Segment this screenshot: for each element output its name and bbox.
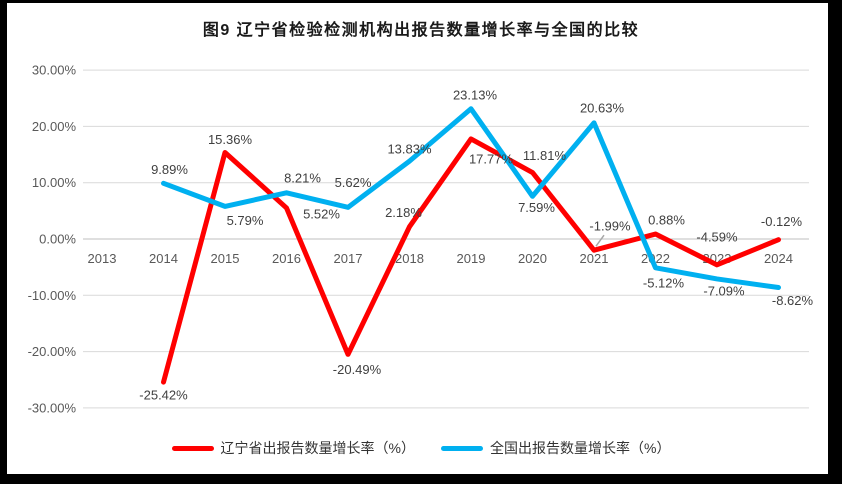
x-tick-label: 2013 xyxy=(88,251,117,266)
legend-item-liaoning: 辽宁省出报告数量增长率（%） xyxy=(171,438,415,458)
legend-item-national: 全国出报告数量增长率（%） xyxy=(441,438,670,458)
frame-border-bottom xyxy=(0,474,842,484)
y-tick-label: 10.00% xyxy=(32,175,77,190)
x-tick-label: 2015 xyxy=(211,251,240,266)
data-label-series-1: 13.83% xyxy=(387,142,432,157)
data-label-series-1: 23.13% xyxy=(453,87,498,102)
series-line-1 xyxy=(161,106,781,291)
data-label-series-0: 0.88% xyxy=(648,213,685,228)
x-tick-label: 2021 xyxy=(580,251,609,266)
x-tick-label: 2014 xyxy=(149,251,178,266)
x-tick-label: 2018 xyxy=(395,251,424,266)
x-tick-label: 2017 xyxy=(334,251,363,266)
legend: 辽宁省出报告数量增长率（%） 全国出报告数量增长率（%） xyxy=(0,438,842,458)
data-label-series-1: -7.09% xyxy=(703,283,745,298)
x-tick-label: 2016 xyxy=(272,251,301,266)
data-label-series-1: 20.63% xyxy=(580,100,625,115)
data-label-series-0: 5.52% xyxy=(303,206,340,221)
data-label-series-1: 5.62% xyxy=(335,175,372,190)
data-label-series-0: -25.42% xyxy=(139,388,188,403)
blue-line-swatch-icon xyxy=(441,445,483,451)
data-label-series-0: -1.99% xyxy=(589,219,631,234)
data-label-series-1: -5.12% xyxy=(643,275,685,290)
data-label-series-1: 5.79% xyxy=(227,213,264,228)
y-tick-label: 30.00% xyxy=(32,63,77,78)
data-label-series-0: -4.59% xyxy=(696,229,738,244)
y-tick-label: -10.00% xyxy=(28,288,77,303)
legend-label-liaoning: 辽宁省出报告数量增长率（%） xyxy=(220,440,415,456)
label-leader-line xyxy=(595,234,605,247)
data-label-series-1: 9.89% xyxy=(151,162,188,177)
data-label-series-0: -0.12% xyxy=(761,214,803,229)
legend-label-national: 全国出报告数量增长率（%） xyxy=(490,440,671,456)
y-tick-label: -20.00% xyxy=(28,344,77,359)
x-tick-label: 2019 xyxy=(457,251,486,266)
x-tick-label: 2020 xyxy=(518,251,547,266)
y-tick-label: 0.00% xyxy=(39,232,76,247)
data-label-series-1: -8.62% xyxy=(772,293,814,308)
data-label-series-0: 2.18% xyxy=(385,205,422,220)
frame-border-left xyxy=(0,0,7,484)
data-label-series-0: -20.49% xyxy=(333,362,382,377)
data-label-series-0: 15.36% xyxy=(208,132,253,147)
frame-border-top xyxy=(0,0,842,3)
red-line-swatch-icon xyxy=(171,445,214,451)
y-tick-label: -30.00% xyxy=(28,400,77,415)
frame-border-right xyxy=(828,0,842,484)
x-tick-label: 2024 xyxy=(764,251,793,266)
y-tick-label: 20.00% xyxy=(32,119,77,134)
data-label-series-1: 8.21% xyxy=(284,170,321,185)
data-label-series-0: 17.77% xyxy=(469,151,514,166)
data-label-series-1: 7.59% xyxy=(518,200,555,215)
data-label-series-0: 11.81% xyxy=(523,148,567,163)
chart-title: 图9 辽宁省检验检测机构出报告数量增长率与全国的比较 xyxy=(202,22,640,39)
series-line-0 xyxy=(161,136,781,385)
